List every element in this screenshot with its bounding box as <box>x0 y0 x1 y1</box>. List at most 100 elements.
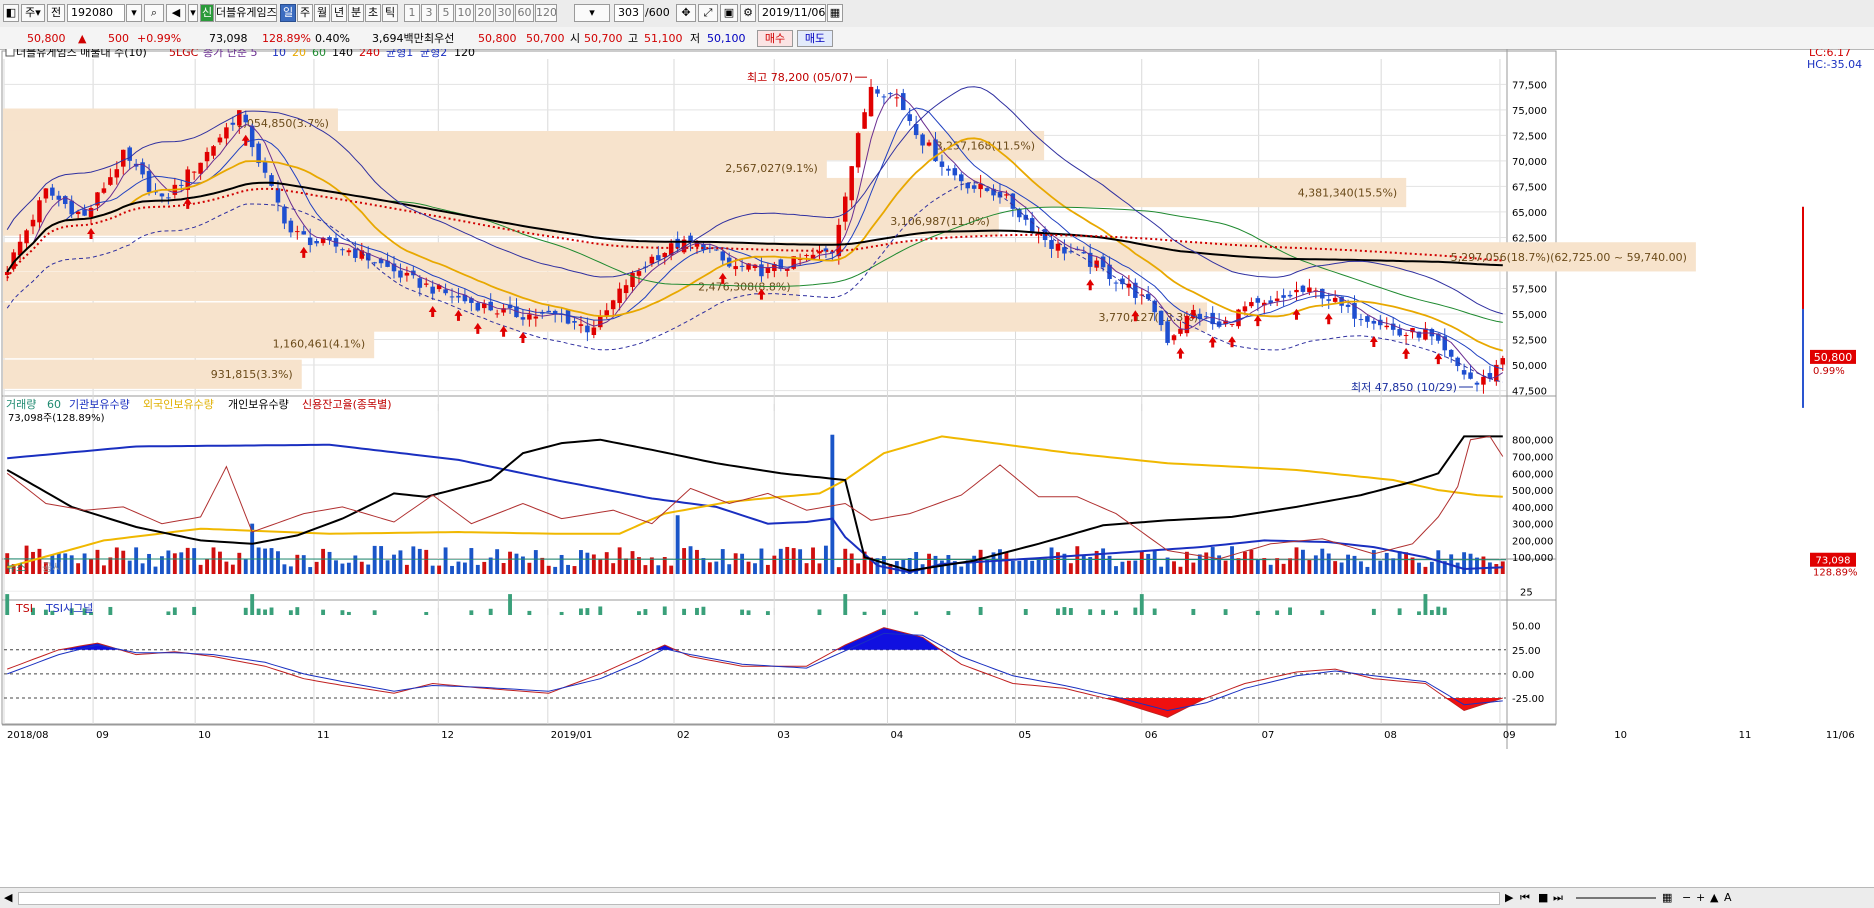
lc-label: LC:6.17 <box>1809 49 1851 59</box>
scroll-left-icon[interactable]: ◀ <box>4 891 13 904</box>
interval-button-20[interactable]: 20 <box>475 4 494 22</box>
candle-body-48 <box>314 241 319 244</box>
save-icon[interactable]: ▣ <box>720 4 738 22</box>
period-button-6[interactable]: 틱 <box>382 4 398 22</box>
crosshair-icon[interactable]: ✥ <box>676 4 696 22</box>
period-button-1[interactable]: 주 <box>297 4 313 22</box>
volume-bar-3 <box>24 545 29 574</box>
last-page-icon[interactable]: ⏭ <box>1553 891 1563 904</box>
last-volume-box <box>1810 552 1856 567</box>
period-button-2[interactable]: 월 <box>314 4 330 22</box>
settings-icon[interactable]: ⚙ <box>740 4 756 22</box>
period-button-5[interactable]: 초 <box>365 4 381 22</box>
candle-body-132 <box>855 133 861 168</box>
interval-button-5[interactable]: 5 <box>438 4 454 22</box>
interval-dropdown[interactable]: ▾ <box>574 4 610 22</box>
fit-icon[interactable]: ⤢ <box>698 4 718 22</box>
volume-bar-43 <box>282 564 287 574</box>
prev-button[interactable]: 전 <box>47 4 65 22</box>
candle-body-40 <box>262 161 268 173</box>
current-price: 50,800 <box>27 32 66 45</box>
count-input[interactable]: 303 <box>614 4 644 22</box>
candle-body-200 <box>1294 289 1299 293</box>
news-bar-194 <box>1255 610 1260 615</box>
volume-bar-90 <box>585 552 590 574</box>
volume-bar-54 <box>353 555 358 574</box>
candle-body-9 <box>62 196 68 205</box>
candle-body-179 <box>1158 310 1164 326</box>
stock-code-input[interactable]: 192080 <box>67 4 125 22</box>
code-dropdown-icon[interactable]: ▾ <box>126 4 142 22</box>
candle-body-67 <box>436 285 442 290</box>
calendar-icon[interactable]: ▦ <box>827 4 843 22</box>
candle-body-208 <box>1345 304 1351 307</box>
period-button-3[interactable]: 년 <box>331 4 347 22</box>
interval-button-60[interactable]: 60 <box>515 4 534 22</box>
interval-button-120[interactable]: 120 <box>535 4 557 22</box>
candle-body-228 <box>1474 382 1480 385</box>
volume-bar-210 <box>1359 561 1363 574</box>
candle-body-117 <box>759 264 764 277</box>
scroll-bar[interactable]: ◀ ▶ ⏮ ■ ⏭ ▦ − + ▲ A <box>0 887 1874 908</box>
volume-bar-8 <box>56 553 61 574</box>
x-tick-label-2: 10 <box>198 730 211 741</box>
volume-bar-59 <box>385 560 390 574</box>
date-input[interactable]: 2019/11/06 <box>758 4 826 22</box>
volume-bar-208 <box>1346 554 1350 574</box>
buy-arrow-icon-20 <box>1402 347 1411 359</box>
candle-body-191 <box>1236 309 1241 327</box>
volume-bar-15 <box>101 565 106 574</box>
volume-bar-141 <box>914 551 919 574</box>
price-legend-4: 20 <box>292 49 306 59</box>
market-select[interactable]: 주▾ <box>21 4 45 22</box>
volume-bar-120 <box>778 548 783 574</box>
volume-bar-219 <box>1417 562 1421 574</box>
scroll-track[interactable] <box>18 892 1500 905</box>
candle-body-202 <box>1307 287 1312 293</box>
interval-button-10[interactable]: 10 <box>455 4 474 22</box>
volume-bar-213 <box>1378 560 1383 574</box>
stock-chart[interactable]: 2018/08 09 10 11 12 2019/01 02 03 04 05 06 07 08 09 10… <box>0 49 1874 887</box>
news-bar-40 <box>263 609 268 615</box>
price-change-pct: +0.99% <box>137 32 182 45</box>
speaker-dropdown-icon[interactable]: ▾ <box>188 4 198 22</box>
first-page-icon[interactable]: ⏮ <box>1520 891 1530 904</box>
font-size-icon[interactable]: A <box>1724 891 1732 904</box>
plus-icon[interactable]: + <box>1696 891 1706 904</box>
interval-button-3[interactable]: 3 <box>421 4 437 22</box>
interval-button-30[interactable]: 30 <box>495 4 514 22</box>
stop-icon[interactable]: ■ <box>1538 891 1549 904</box>
search-icon[interactable]: ⌕ <box>144 4 164 22</box>
candle-body-144 <box>933 139 938 162</box>
window-menu-icon[interactable]: ◧ <box>3 4 19 22</box>
candle-body-55 <box>359 250 365 259</box>
x-tick-label-0: 2018/08 <box>7 730 49 741</box>
x-tick-label-1: 09 <box>96 730 109 741</box>
candle-body-88 <box>572 321 577 323</box>
candle-body-77 <box>501 308 506 313</box>
interval-button-1[interactable]: 1 <box>404 4 420 22</box>
buy-button[interactable]: 매수 <box>757 30 793 47</box>
zoom-slider[interactable] <box>1576 897 1656 899</box>
sell-button[interactable]: 매도 <box>797 30 833 47</box>
buy-arrow-icon-11 <box>1086 279 1095 291</box>
minus-icon[interactable]: − <box>1682 891 1692 904</box>
candle-body-227 <box>1468 372 1473 379</box>
volume-bar-119 <box>772 555 777 574</box>
speaker-icon[interactable]: ◀ <box>166 4 186 22</box>
news-bar-212 <box>1371 608 1376 615</box>
candle-body-90 <box>585 325 590 333</box>
candle-body-21 <box>140 162 145 175</box>
scale-icon[interactable]: ▲ <box>1710 891 1719 904</box>
candle-body-126 <box>817 251 822 254</box>
period-button-4[interactable]: 분 <box>348 4 364 22</box>
news-bar-78 <box>508 594 512 615</box>
period-button-0[interactable]: 일 <box>280 4 296 22</box>
scroll-right-icon[interactable]: ▶ <box>1505 891 1514 904</box>
price-y-tick-11: 50,000 <box>1512 361 1547 372</box>
volume-bar-7 <box>50 555 55 574</box>
buy-arrow-icon-5 <box>454 309 463 321</box>
zoom-icon[interactable]: ▦ <box>1662 891 1673 904</box>
volume-bar-25 <box>166 550 171 574</box>
volume-bar-27 <box>179 552 184 574</box>
